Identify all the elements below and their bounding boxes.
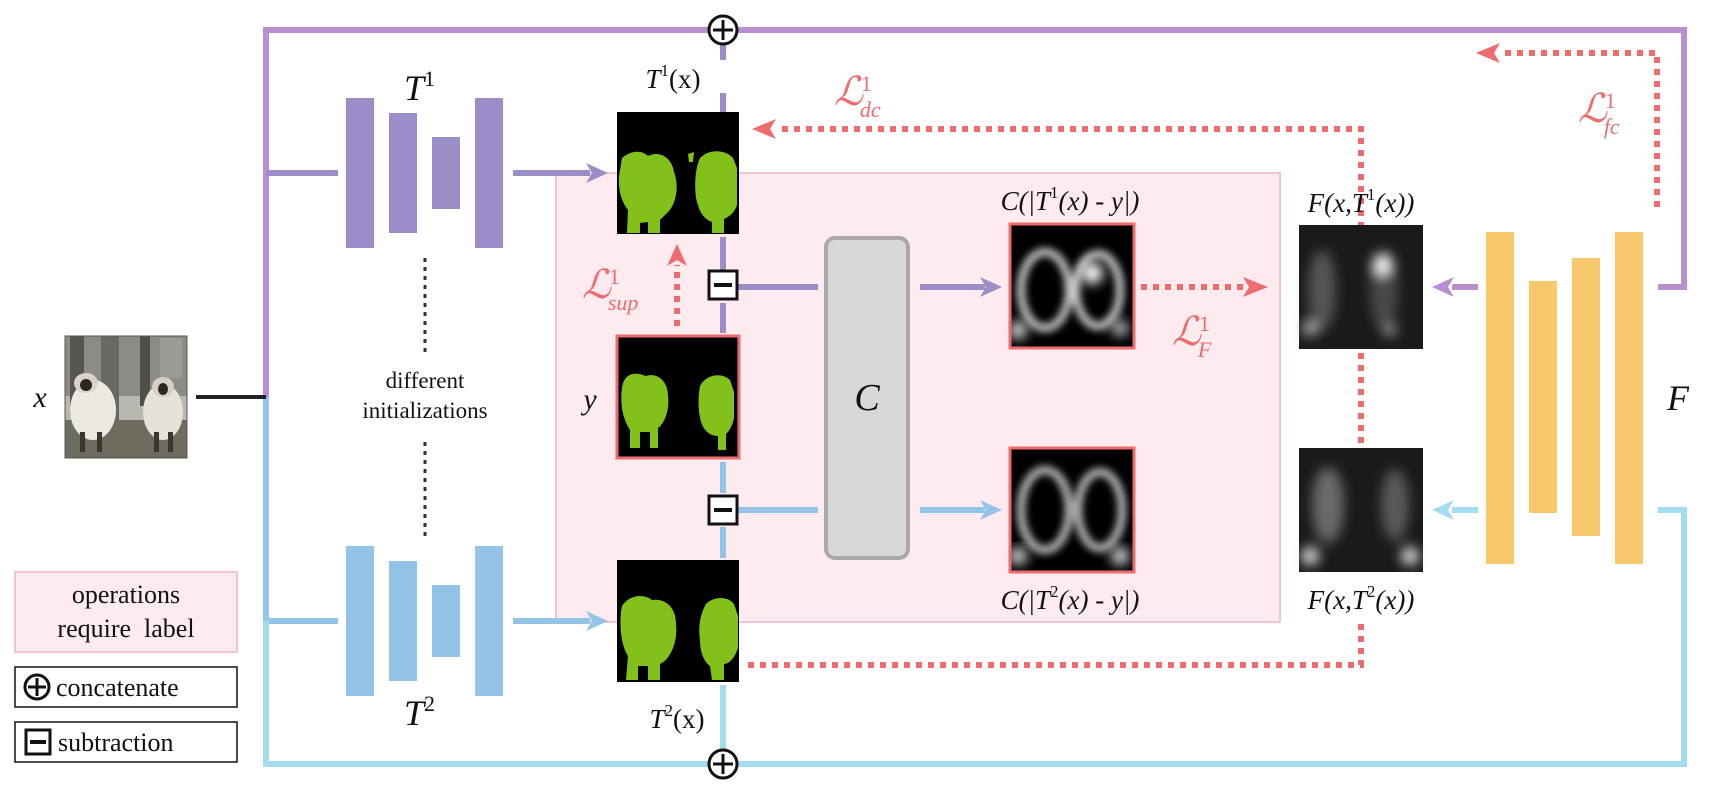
- legend-concat-label: concatenate: [56, 673, 179, 702]
- subtract-op-top: [707, 269, 739, 301]
- legend-concat-box: [14, 666, 238, 708]
- loss-sup-label: ℒ1 sup: [582, 262, 638, 315]
- purple-connections: [263, 27, 1687, 397]
- t1-branch-lines: [266, 30, 985, 333]
- f-block-3: [1572, 258, 1600, 536]
- f-block-2: [1529, 281, 1557, 513]
- mask-t2: [617, 560, 739, 682]
- t2x-label: T2(x): [649, 701, 704, 734]
- loss-fc-label: ℒ1 fc: [1578, 86, 1620, 139]
- initializations-note-1: different: [386, 368, 465, 393]
- legend-labeled-ops-line-2: require label: [57, 614, 194, 643]
- legend: operations require label concatenate sub…: [14, 571, 238, 763]
- confidence-label-bottom: C(|T2(x) - y|): [1001, 582, 1140, 615]
- concat-op-top: [707, 14, 739, 46]
- loss-fc-path: [1500, 50, 1660, 207]
- blue-left-line: [263, 397, 338, 624]
- t1x-label: T1(x): [645, 61, 700, 94]
- legend-concat-icon: [23, 673, 51, 701]
- comparator-label: C: [854, 377, 880, 419]
- f-block-1: [1486, 232, 1514, 564]
- arrow-t2-diff-to-conf: [980, 500, 1002, 520]
- arrow-loss-fc: [1476, 43, 1500, 63]
- t2-block-4: [475, 546, 503, 696]
- flaw-label-top: F(x,T1(x)): [1307, 185, 1415, 218]
- t1-block-4: [475, 98, 503, 248]
- initializations-note-2: initializations: [362, 398, 487, 423]
- loss-f-label: ℒ1 F: [1172, 309, 1212, 362]
- f-label: F: [1666, 378, 1690, 418]
- legend-labeled-ops: [14, 571, 238, 653]
- loss-dc-label: ℒ1 dc: [834, 69, 881, 122]
- input-photo: [64, 335, 188, 459]
- legend-labeled-ops-line-1: operations: [72, 580, 180, 609]
- t1-block-3: [432, 137, 460, 209]
- y-label: y: [580, 383, 597, 416]
- legend-subtract-label: subtraction: [58, 728, 174, 757]
- flaw-map-top: [1299, 225, 1423, 349]
- arrow-loss-dc: [752, 119, 776, 139]
- cyan-bottom-loop: [263, 507, 1687, 767]
- flaw-label-bottom: F(x,T2(x)): [1307, 582, 1415, 615]
- arrow-t1-to-mask: [586, 163, 608, 183]
- network-f: [1486, 232, 1643, 564]
- t1-label: T1: [404, 66, 435, 108]
- comparator-block: [824, 236, 910, 560]
- t1-block-2: [389, 113, 417, 233]
- arrow-loss-sup: [667, 244, 687, 266]
- network-t2: [346, 546, 503, 696]
- arrow-f-to-flaw2: [1432, 500, 1454, 520]
- f-block-4: [1615, 232, 1643, 564]
- confidence-label-top: C(|T1(x) - y|): [1001, 183, 1140, 216]
- mask-y: [615, 334, 741, 460]
- confidence-map-bottom: [1008, 446, 1136, 574]
- legend-subtract-box: [14, 721, 238, 763]
- cyan-connections: [263, 507, 1687, 767]
- legend-subtract-icon: [24, 728, 52, 756]
- t2-block-3: [432, 585, 460, 657]
- t1-block-1: [346, 98, 374, 248]
- concat-op-bottom: [707, 748, 739, 780]
- purple-top-loop: [263, 27, 1687, 397]
- arrow-f-to-flaw1: [1432, 277, 1454, 297]
- loss-t2-path: [748, 622, 1364, 668]
- t2-block-2: [389, 561, 417, 681]
- input-label: x: [32, 381, 47, 414]
- arrow-t1-diff-to-conf: [980, 277, 1002, 297]
- t2-block-1: [346, 546, 374, 696]
- t2-label: T2: [404, 691, 435, 733]
- subtract-op-bottom: [707, 494, 739, 526]
- arrow-loss-f: [1243, 277, 1268, 297]
- mask-t1: [617, 112, 739, 234]
- confidence-map-top: [1008, 222, 1136, 350]
- network-t1: [346, 98, 503, 248]
- flaw-map-bottom: [1299, 448, 1423, 572]
- arrow-t2-to-mask: [586, 611, 608, 631]
